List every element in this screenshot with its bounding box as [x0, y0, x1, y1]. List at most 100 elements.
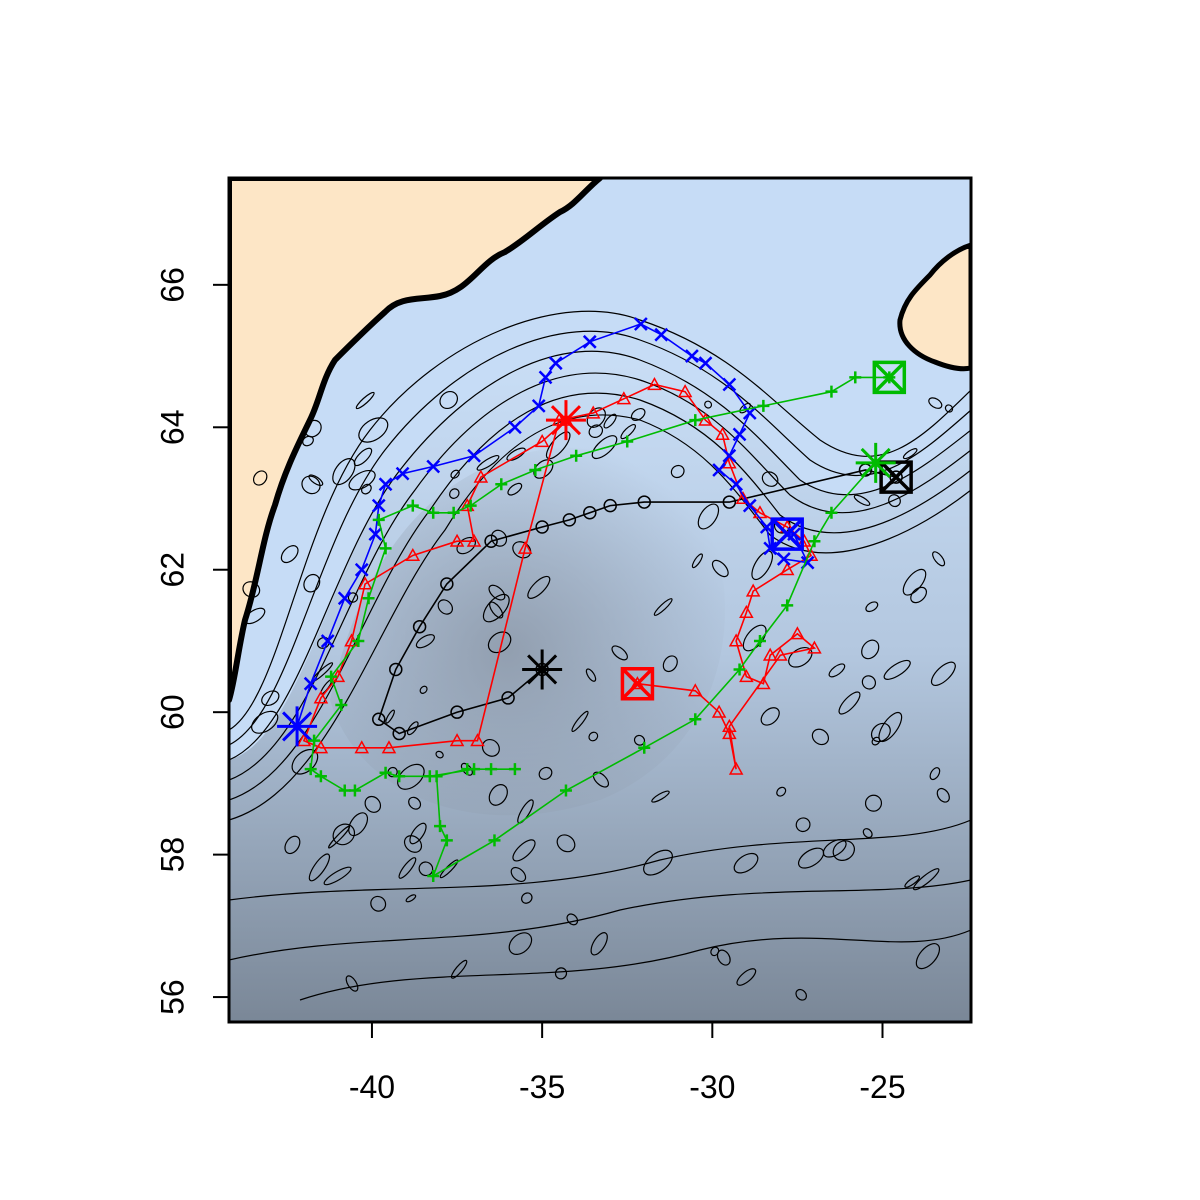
track-point — [450, 705, 464, 719]
x-tick-label: -30 — [689, 1069, 735, 1105]
track-point — [473, 469, 489, 483]
track-point — [779, 562, 795, 576]
track-end-marker — [879, 460, 913, 494]
track — [372, 460, 913, 741]
track-point — [722, 455, 737, 469]
track-point — [735, 490, 751, 505]
track-point — [412, 619, 427, 634]
track-point — [654, 327, 669, 342]
track-point — [517, 540, 533, 554]
track-point — [354, 740, 370, 754]
track-end-marker — [872, 360, 907, 395]
track-point — [722, 448, 737, 463]
track-point — [406, 499, 419, 512]
track-point — [393, 770, 406, 783]
track-point — [548, 356, 563, 371]
track-point — [466, 533, 482, 547]
track-start-marker — [522, 649, 563, 690]
track-point — [753, 634, 766, 647]
track-point — [757, 399, 770, 412]
track-point — [464, 499, 477, 512]
track-point — [689, 414, 702, 427]
track-point — [467, 448, 481, 463]
track-line — [377, 469, 897, 735]
track-point — [449, 733, 465, 747]
track-point — [647, 377, 662, 391]
track-point — [314, 770, 327, 783]
track-point — [790, 626, 805, 640]
track-point — [508, 763, 521, 776]
track-point — [711, 704, 727, 718]
x-tick-label: -35 — [519, 1069, 565, 1105]
map-background — [229, 178, 971, 1022]
x-axis: -40 -35 -30 -25 — [349, 1021, 906, 1105]
track-point — [389, 662, 403, 677]
track-point — [335, 699, 348, 712]
x-tick-label: -40 — [349, 1069, 395, 1105]
track-point — [508, 420, 522, 435]
track-point — [395, 466, 410, 481]
track-point — [531, 399, 546, 413]
track-point — [745, 583, 761, 597]
track-point — [763, 541, 778, 556]
track-point — [616, 391, 632, 405]
track-point — [379, 766, 392, 779]
track-point — [688, 683, 703, 697]
track-point — [372, 712, 386, 727]
track-point — [426, 459, 441, 474]
track-point — [756, 676, 771, 690]
track — [304, 360, 907, 882]
track-point — [427, 869, 440, 882]
track-point — [698, 412, 713, 426]
y-tick-label: 66 — [154, 267, 190, 303]
track-point — [447, 506, 460, 519]
track-point — [889, 470, 903, 484]
track-point — [337, 591, 352, 606]
track-point — [495, 478, 508, 491]
track — [296, 377, 822, 775]
track-point — [722, 725, 737, 740]
track-point — [742, 498, 757, 513]
track-point — [562, 513, 577, 527]
track-point — [762, 647, 778, 661]
track-point — [468, 763, 481, 776]
track-point — [296, 733, 312, 747]
track-point — [739, 604, 754, 619]
track-end-marker — [620, 666, 655, 701]
track-point — [715, 426, 730, 440]
track-point — [677, 384, 693, 398]
track-point — [825, 385, 838, 398]
track-point — [570, 449, 583, 462]
track-point — [357, 576, 373, 590]
track-point — [722, 377, 737, 392]
track-point — [352, 634, 365, 647]
track-point — [308, 734, 321, 747]
track-point — [379, 542, 392, 555]
track-point — [354, 562, 369, 577]
y-tick-label: 64 — [154, 409, 190, 445]
track-point — [637, 495, 651, 509]
track-point — [621, 435, 634, 448]
y-axis: 56 58 60 62 64 66 — [154, 267, 230, 1015]
track-start-marker — [855, 442, 896, 483]
track-point — [348, 784, 361, 797]
track-point — [849, 371, 862, 384]
y-tick-label: 56 — [154, 979, 190, 1015]
track-point — [378, 477, 393, 492]
track-point — [362, 592, 375, 605]
track-point — [470, 733, 485, 747]
track-point — [368, 527, 383, 542]
track-point — [689, 713, 702, 726]
track-point — [488, 834, 501, 847]
track-point — [728, 761, 744, 775]
track-point — [582, 334, 597, 349]
track-point — [320, 634, 335, 648]
track-point — [585, 405, 601, 419]
y-tick-label: 60 — [154, 694, 190, 730]
track-point — [392, 726, 406, 741]
track-point — [372, 513, 385, 526]
track-point — [712, 463, 727, 477]
track-point — [529, 464, 542, 477]
track-point — [423, 770, 436, 783]
